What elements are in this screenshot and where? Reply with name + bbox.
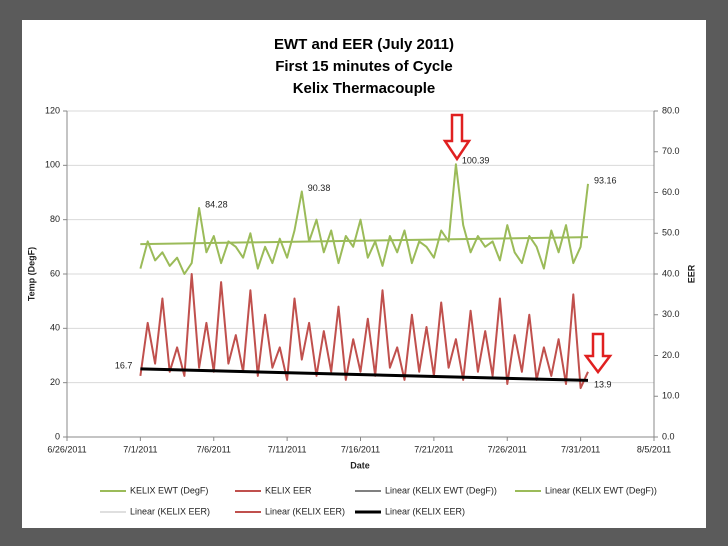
y2-tick-label: 60.0: [662, 187, 680, 197]
data-label: 90.38: [308, 183, 331, 193]
x-axis-title: Date: [350, 460, 370, 470]
chart-title: Kelix Thermacouple: [293, 80, 436, 97]
y2-tick-label: 40.0: [662, 268, 680, 278]
y2-tick-label: 80.0: [662, 105, 680, 115]
y-tick-label: 100: [45, 160, 60, 170]
x-tick-label: 8/5/2011: [637, 444, 671, 454]
y2-axis-title: EER: [686, 264, 696, 283]
x-tick-label: 7/11/2011: [268, 444, 307, 454]
series-line: [139, 273, 589, 390]
legend-label: Linear (KELIX EER): [130, 506, 210, 516]
y-tick-label: 60: [50, 268, 60, 278]
data-label: 13.9: [594, 380, 612, 390]
legend-label: Linear (KELIX EER): [385, 506, 465, 516]
data-label: 100.39: [462, 156, 490, 166]
y2-tick-label: 10.0: [662, 391, 680, 401]
series-line: [140, 367, 589, 382]
y-tick-label: 20: [50, 377, 60, 387]
y2-tick-label: 30.0: [662, 309, 680, 319]
y-axis-title: Temp (DegF): [26, 247, 36, 301]
y2-tick-label: 0.0: [662, 431, 675, 441]
legend-label: Linear (KELIX EER): [265, 506, 345, 516]
series-line: [140, 236, 589, 246]
series-line: [139, 163, 589, 275]
y-tick-label: 0: [55, 431, 60, 441]
y-tick-label: 40: [50, 323, 60, 333]
data-label: 84.28: [205, 199, 228, 209]
legend-label: Linear (KELIX EWT (DegF)): [385, 485, 497, 495]
x-tick-label: 7/16/2011: [341, 444, 380, 454]
x-tick-label: 7/1/2011: [123, 444, 157, 454]
chart-title: First 15 minutes of Cycle: [275, 58, 453, 75]
legend-label: KELIX EER: [265, 485, 312, 495]
legend-label: Linear (KELIX EWT (DegF)): [545, 485, 657, 495]
y2-tick-label: 70.0: [662, 146, 680, 156]
y2-tick-label: 20.0: [662, 350, 680, 360]
y-tick-label: 80: [50, 214, 60, 224]
arrow: [583, 332, 613, 375]
legend-label: KELIX EWT (DegF): [130, 485, 208, 495]
x-tick-label: 6/26/2011: [47, 444, 86, 454]
data-label: 93.16: [594, 175, 617, 185]
x-tick-label: 7/6/2011: [197, 444, 231, 454]
y2-tick-label: 50.0: [662, 228, 680, 238]
x-tick-label: 7/31/2011: [561, 444, 600, 454]
y-tick-label: 120: [45, 105, 60, 115]
x-tick-label: 7/26/2011: [488, 444, 527, 454]
arrow: [442, 113, 472, 162]
x-tick-label: 7/21/2011: [414, 444, 453, 454]
chart-title: EWT and EER (July 2011): [274, 36, 454, 53]
data-label: 16.7: [115, 360, 133, 370]
